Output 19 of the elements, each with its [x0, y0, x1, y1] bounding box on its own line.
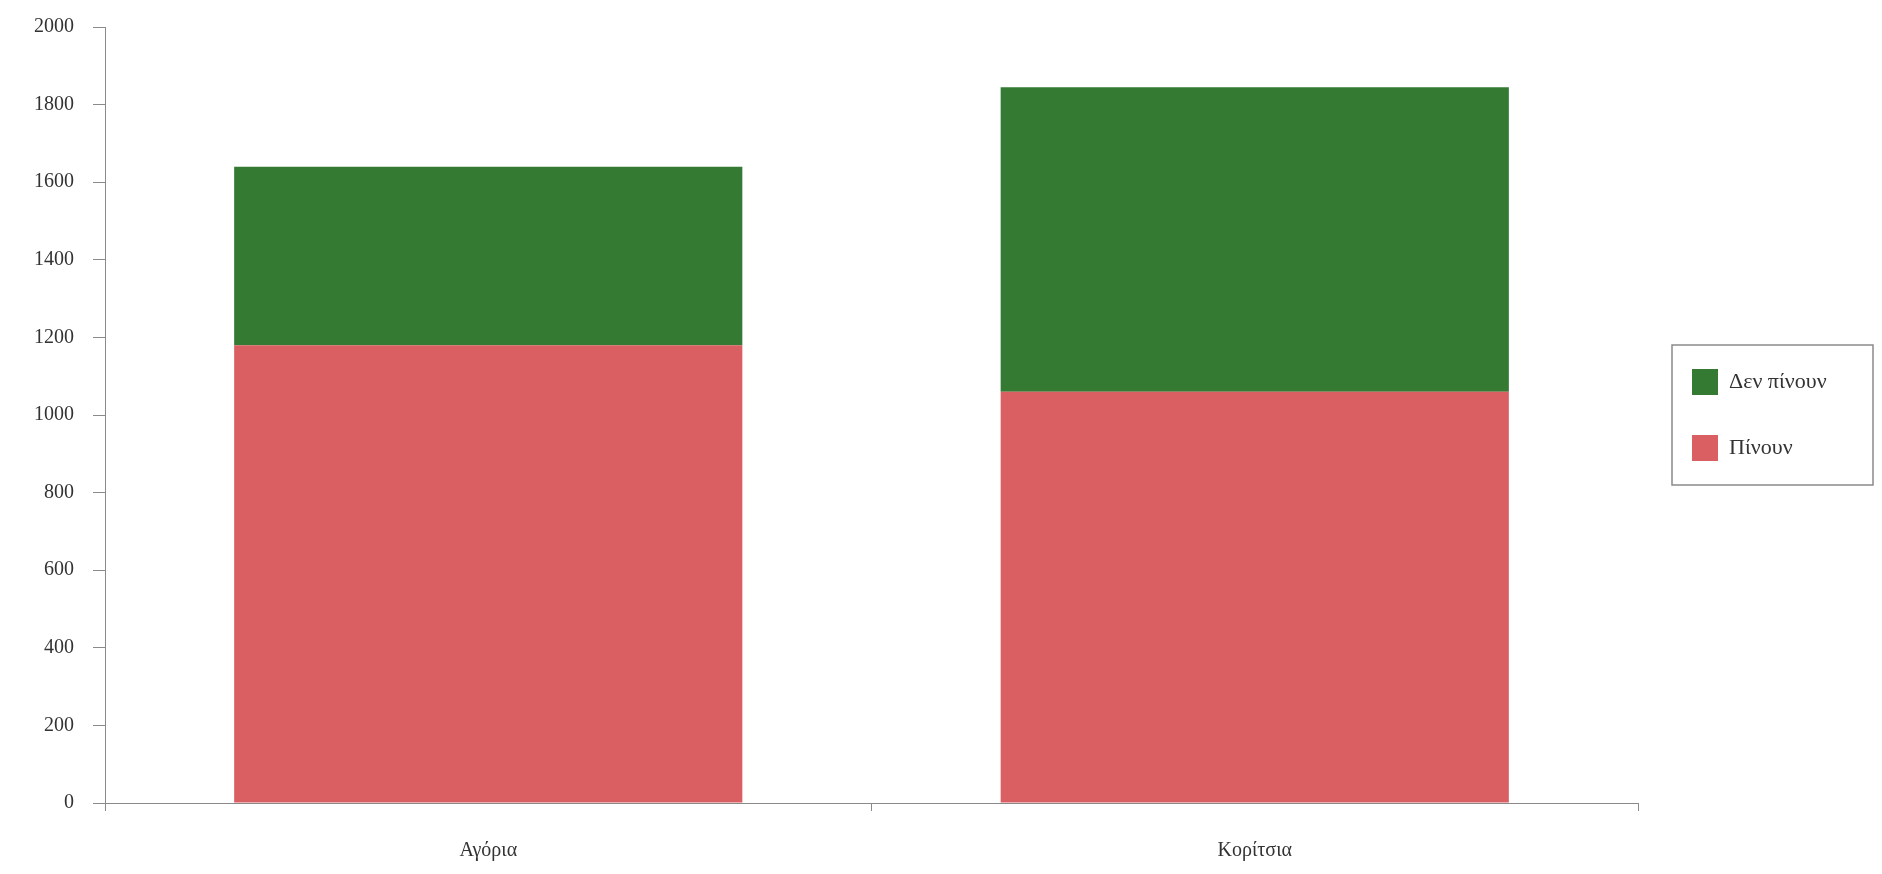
y-tick-label: 1600 [34, 169, 74, 192]
y-tick-label: 1400 [34, 247, 74, 270]
y-tick-label: 400 [44, 635, 74, 658]
bar [234, 166, 743, 346]
legend-label: Πίνουν [1729, 433, 1793, 459]
x-tick-label: Κορίτσια [1217, 838, 1293, 862]
legend-label: Δεν πίνουν [1729, 367, 1827, 393]
bar [1000, 87, 1509, 392]
y-tick-label: 1800 [34, 91, 74, 114]
y-tick-label: 200 [44, 712, 74, 735]
bar [234, 345, 743, 803]
bar [1000, 391, 1509, 803]
x-tick-label: Αγόρια [459, 838, 518, 862]
y-tick-label: 600 [44, 557, 74, 580]
y-tick-label: 2000 [34, 14, 74, 37]
y-tick-label: 0 [64, 790, 74, 813]
y-tick-label: 1200 [34, 324, 74, 347]
y-tick-label: 800 [44, 479, 74, 502]
y-tick-label: 1000 [34, 402, 74, 425]
